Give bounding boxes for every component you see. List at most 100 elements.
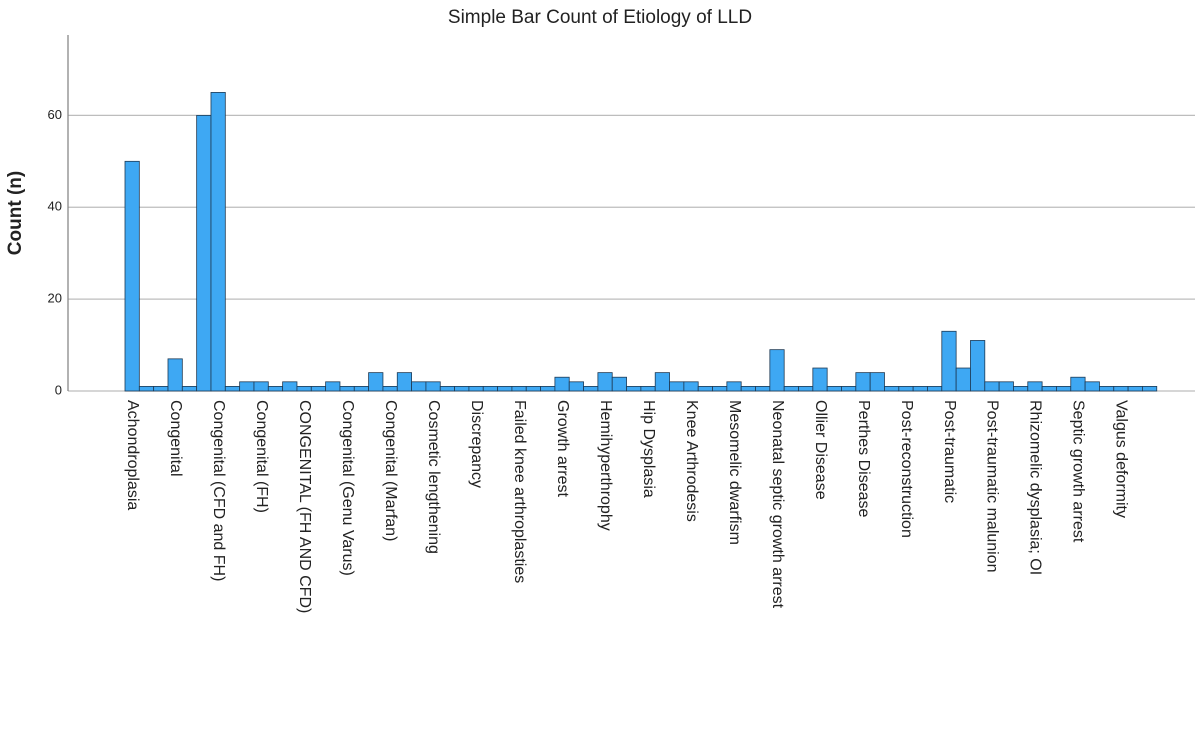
bar bbox=[884, 386, 900, 392]
x-tick-label: Neonatal septic growth arrest bbox=[769, 400, 786, 609]
bar bbox=[941, 330, 957, 392]
bar bbox=[855, 372, 871, 392]
bar bbox=[640, 386, 656, 392]
bar bbox=[1041, 386, 1057, 392]
y-tick-label: 40 bbox=[48, 199, 62, 214]
bar bbox=[654, 372, 670, 392]
bar bbox=[181, 386, 198, 392]
bar bbox=[368, 372, 384, 392]
bar bbox=[167, 358, 183, 392]
bar bbox=[683, 381, 699, 392]
bar bbox=[454, 386, 470, 392]
y-axis-label: Count (n) bbox=[5, 171, 26, 255]
bar bbox=[339, 386, 355, 392]
bar bbox=[396, 372, 412, 392]
bar bbox=[425, 381, 441, 392]
bar bbox=[740, 386, 756, 392]
x-tick-label: Rhizomelic dysplasia; OI bbox=[1027, 400, 1044, 575]
bar bbox=[1142, 386, 1158, 392]
bar bbox=[554, 376, 570, 392]
bar bbox=[841, 386, 857, 392]
x-tick-label: Congenital (Marfan) bbox=[382, 400, 399, 541]
bar bbox=[525, 386, 541, 392]
bar bbox=[382, 386, 398, 392]
x-tick-label: Ollier Disease bbox=[812, 400, 829, 500]
bar bbox=[669, 381, 685, 392]
bar bbox=[196, 114, 212, 392]
bar bbox=[1084, 381, 1100, 392]
bar bbox=[626, 386, 642, 392]
x-tick-label: Congenital (FH) bbox=[253, 400, 270, 513]
bar bbox=[927, 386, 943, 392]
bar bbox=[869, 372, 885, 392]
bar bbox=[898, 386, 914, 392]
bar bbox=[1013, 386, 1029, 392]
bar bbox=[482, 386, 498, 392]
bar bbox=[353, 386, 370, 392]
x-tick-label: Growth arrest bbox=[554, 400, 571, 497]
bar bbox=[970, 340, 986, 392]
bar bbox=[1027, 381, 1043, 392]
bar bbox=[124, 160, 140, 392]
bar bbox=[411, 381, 427, 392]
bar bbox=[611, 376, 627, 392]
bar bbox=[755, 386, 771, 392]
bar bbox=[1070, 376, 1086, 392]
bar bbox=[912, 386, 928, 392]
bar bbox=[984, 381, 1000, 392]
x-tick-label: Congenital (Genu Varus) bbox=[339, 400, 356, 576]
bar bbox=[439, 386, 455, 392]
bar bbox=[769, 349, 785, 392]
bar bbox=[1113, 386, 1129, 392]
x-tick-label: Post-traumatic malunion bbox=[984, 400, 1001, 573]
bar bbox=[812, 367, 828, 392]
x-tick-label: Hip Dysplasia bbox=[640, 400, 657, 498]
bar bbox=[583, 386, 599, 392]
bar bbox=[568, 381, 584, 392]
bar bbox=[955, 367, 971, 392]
bar bbox=[1127, 386, 1143, 392]
bar bbox=[511, 386, 527, 392]
x-tick-label: Achondroplasia bbox=[124, 400, 141, 510]
x-tick-label: Knee Arthrodesis bbox=[683, 400, 700, 522]
bar bbox=[697, 386, 713, 392]
bar bbox=[540, 386, 556, 392]
bar bbox=[325, 381, 341, 392]
bar bbox=[138, 386, 155, 392]
bar bbox=[282, 381, 298, 392]
bar bbox=[826, 386, 842, 392]
x-tick-label: Post-traumatic bbox=[941, 400, 958, 503]
bar bbox=[1099, 386, 1115, 392]
bar bbox=[1056, 386, 1072, 392]
bar bbox=[798, 386, 814, 392]
bar bbox=[253, 381, 269, 392]
bar bbox=[783, 386, 799, 392]
y-tick-label: 20 bbox=[48, 291, 62, 306]
bar bbox=[597, 372, 613, 392]
x-tick-label: Discrepancy bbox=[468, 400, 485, 488]
bar bbox=[210, 92, 226, 392]
x-tick-label: Mesomelic dwarfism bbox=[726, 400, 743, 545]
bar bbox=[310, 386, 327, 392]
bar bbox=[712, 386, 728, 392]
x-tick-label: Septic growth arrest bbox=[1070, 400, 1087, 543]
x-tick-label: Failed knee arthroplasties bbox=[511, 400, 528, 583]
x-tick-label: Congenital (CFD and FH) bbox=[210, 400, 227, 581]
x-tick-label: Post-reconstruction bbox=[898, 400, 915, 538]
x-tick-label: Perthes Disease bbox=[855, 400, 872, 517]
bar bbox=[239, 381, 255, 392]
bar bbox=[726, 381, 742, 392]
x-tick-label: CONGENITAL (FH AND CFD) bbox=[296, 400, 313, 613]
bar bbox=[497, 386, 513, 392]
x-tick-label: Congenital bbox=[167, 400, 184, 477]
x-tick-label: Hemihyperthrophy bbox=[597, 400, 614, 531]
bar bbox=[296, 386, 312, 392]
bar bbox=[998, 381, 1014, 392]
bar bbox=[224, 386, 241, 392]
x-tick-label: Valgus deformity bbox=[1113, 400, 1130, 518]
x-tick-label: Cosmetic lengthening bbox=[425, 400, 442, 554]
bar bbox=[468, 386, 484, 392]
bar bbox=[267, 386, 284, 392]
y-tick-label: 0 bbox=[55, 382, 62, 397]
